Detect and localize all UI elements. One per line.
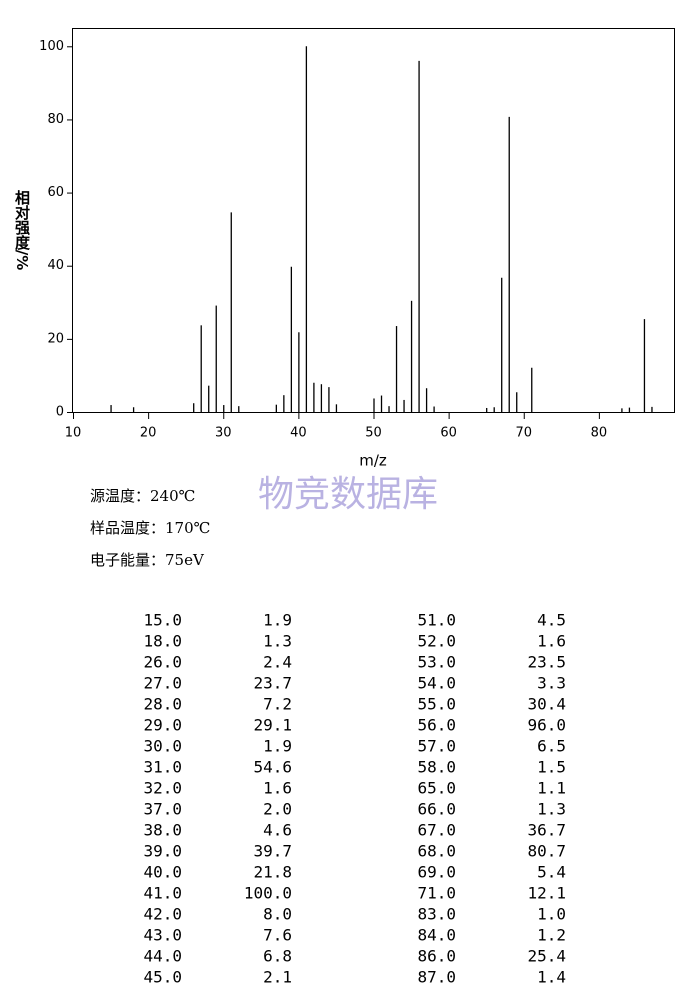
table-mz: 39.0 bbox=[143, 842, 182, 861]
table-intensity: 1.2 bbox=[537, 926, 566, 945]
x-axis-label: m/z bbox=[359, 452, 387, 470]
table-intensity: 1.4 bbox=[537, 968, 566, 987]
y-tick-label: 80 bbox=[47, 112, 64, 127]
note: 样品温度：170℃ bbox=[90, 519, 210, 537]
y-axis-label: 相对强度/% bbox=[13, 189, 31, 270]
table-mz: 45.0 bbox=[143, 968, 182, 987]
table-mz: 67.0 bbox=[417, 821, 456, 840]
table-intensity: 1.1 bbox=[537, 779, 566, 798]
table-mz: 37.0 bbox=[143, 800, 182, 819]
table-intensity: 2.1 bbox=[263, 968, 292, 987]
table-intensity: 7.2 bbox=[263, 695, 292, 714]
table-intensity: 96.0 bbox=[527, 716, 566, 735]
note: 源温度：240℃ bbox=[90, 487, 195, 505]
table-intensity: 25.4 bbox=[527, 947, 566, 966]
x-tick-label: 10 bbox=[65, 426, 82, 441]
table-intensity: 54.6 bbox=[253, 758, 292, 777]
table-intensity: 80.7 bbox=[527, 842, 566, 861]
table-mz: 69.0 bbox=[417, 863, 456, 882]
table-intensity: 8.0 bbox=[263, 905, 292, 924]
table-mz: 65.0 bbox=[417, 779, 456, 798]
table-intensity: 7.6 bbox=[263, 926, 292, 945]
table-mz: 50.0 bbox=[143, 989, 182, 992]
table-mz: 54.0 bbox=[417, 674, 456, 693]
table-intensity: 1.3 bbox=[537, 800, 566, 819]
x-tick-label: 70 bbox=[515, 426, 532, 441]
table-intensity: 1.9 bbox=[263, 737, 292, 756]
table-intensity: 23.7 bbox=[253, 674, 292, 693]
table-mz: 42.0 bbox=[143, 905, 182, 924]
table-intensity: 1.6 bbox=[263, 779, 292, 798]
table-mz: 87.0 bbox=[417, 968, 456, 987]
table-mz: 55.0 bbox=[417, 695, 456, 714]
table-intensity: 1.5 bbox=[537, 758, 566, 777]
table-mz: 32.0 bbox=[143, 779, 182, 798]
table-mz: 18.0 bbox=[143, 632, 182, 651]
watermark: 物竞数据库 bbox=[258, 474, 438, 515]
x-tick-label: 40 bbox=[290, 426, 307, 441]
table-mz: 29.0 bbox=[143, 716, 182, 735]
y-tick-label: 20 bbox=[47, 331, 64, 346]
y-tick-label: 60 bbox=[47, 185, 64, 200]
table-mz: 68.0 bbox=[417, 842, 456, 861]
table-intensity: 6.8 bbox=[263, 947, 292, 966]
table-mz: 86.0 bbox=[417, 947, 456, 966]
table-intensity: 2.0 bbox=[263, 800, 292, 819]
table-intensity: 4.6 bbox=[263, 821, 292, 840]
x-tick-label: 60 bbox=[440, 426, 457, 441]
table-intensity: 21.8 bbox=[253, 863, 292, 882]
table-mz: 27.0 bbox=[143, 674, 182, 693]
table-intensity: 39.7 bbox=[253, 842, 292, 861]
table-mz: 31.0 bbox=[143, 758, 182, 777]
table-intensity: 4.5 bbox=[537, 611, 566, 630]
table-intensity: 30.4 bbox=[527, 695, 566, 714]
table-mz: 84.0 bbox=[417, 926, 456, 945]
table-mz: 71.0 bbox=[417, 884, 456, 903]
table-mz: 66.0 bbox=[417, 800, 456, 819]
x-tick-label: 80 bbox=[591, 426, 608, 441]
y-tick-label: 40 bbox=[47, 258, 64, 273]
table-mz: 38.0 bbox=[143, 821, 182, 840]
table-mz: 44.0 bbox=[143, 947, 182, 966]
table-mz: 83.0 bbox=[417, 905, 456, 924]
table-intensity: 1.3 bbox=[263, 632, 292, 651]
y-tick-label: 100 bbox=[39, 39, 64, 54]
table-intensity: 5.4 bbox=[537, 863, 566, 882]
table-intensity: 2.4 bbox=[263, 653, 292, 672]
table-mz: 15.0 bbox=[143, 611, 182, 630]
table-intensity: 23.5 bbox=[527, 653, 566, 672]
table-intensity: 3.3 bbox=[537, 674, 566, 693]
table-intensity: 1.6 bbox=[537, 632, 566, 651]
table-mz: 43.0 bbox=[143, 926, 182, 945]
table-mz: 57.0 bbox=[417, 737, 456, 756]
table-mz: 28.0 bbox=[143, 695, 182, 714]
table-mz: 58.0 bbox=[417, 758, 456, 777]
table-mz: 41.0 bbox=[143, 884, 182, 903]
y-tick-label: 0 bbox=[56, 405, 64, 420]
table-mz: 26.0 bbox=[143, 653, 182, 672]
table-mz: 53.0 bbox=[417, 653, 456, 672]
x-tick-label: 50 bbox=[365, 426, 382, 441]
x-tick-label: 20 bbox=[140, 426, 157, 441]
table-intensity: 1.0 bbox=[537, 905, 566, 924]
table-mz: 56.0 bbox=[417, 716, 456, 735]
table-intensity: 6.5 bbox=[537, 737, 566, 756]
x-tick-label: 30 bbox=[215, 426, 232, 441]
plot-frame bbox=[72, 28, 675, 413]
table-mz: 52.0 bbox=[417, 632, 456, 651]
note: 电子能量：75eV bbox=[90, 551, 205, 569]
table-mz: 40.0 bbox=[143, 863, 182, 882]
table-intensity: 29.1 bbox=[253, 716, 292, 735]
table-intensity: 1.9 bbox=[263, 611, 292, 630]
table-intensity: 100.0 bbox=[244, 884, 292, 903]
table-intensity: 3.7 bbox=[263, 989, 292, 992]
table-mz: 30.0 bbox=[143, 737, 182, 756]
table-intensity: 36.7 bbox=[527, 821, 566, 840]
table-mz: 51.0 bbox=[417, 611, 456, 630]
table-intensity: 12.1 bbox=[527, 884, 566, 903]
